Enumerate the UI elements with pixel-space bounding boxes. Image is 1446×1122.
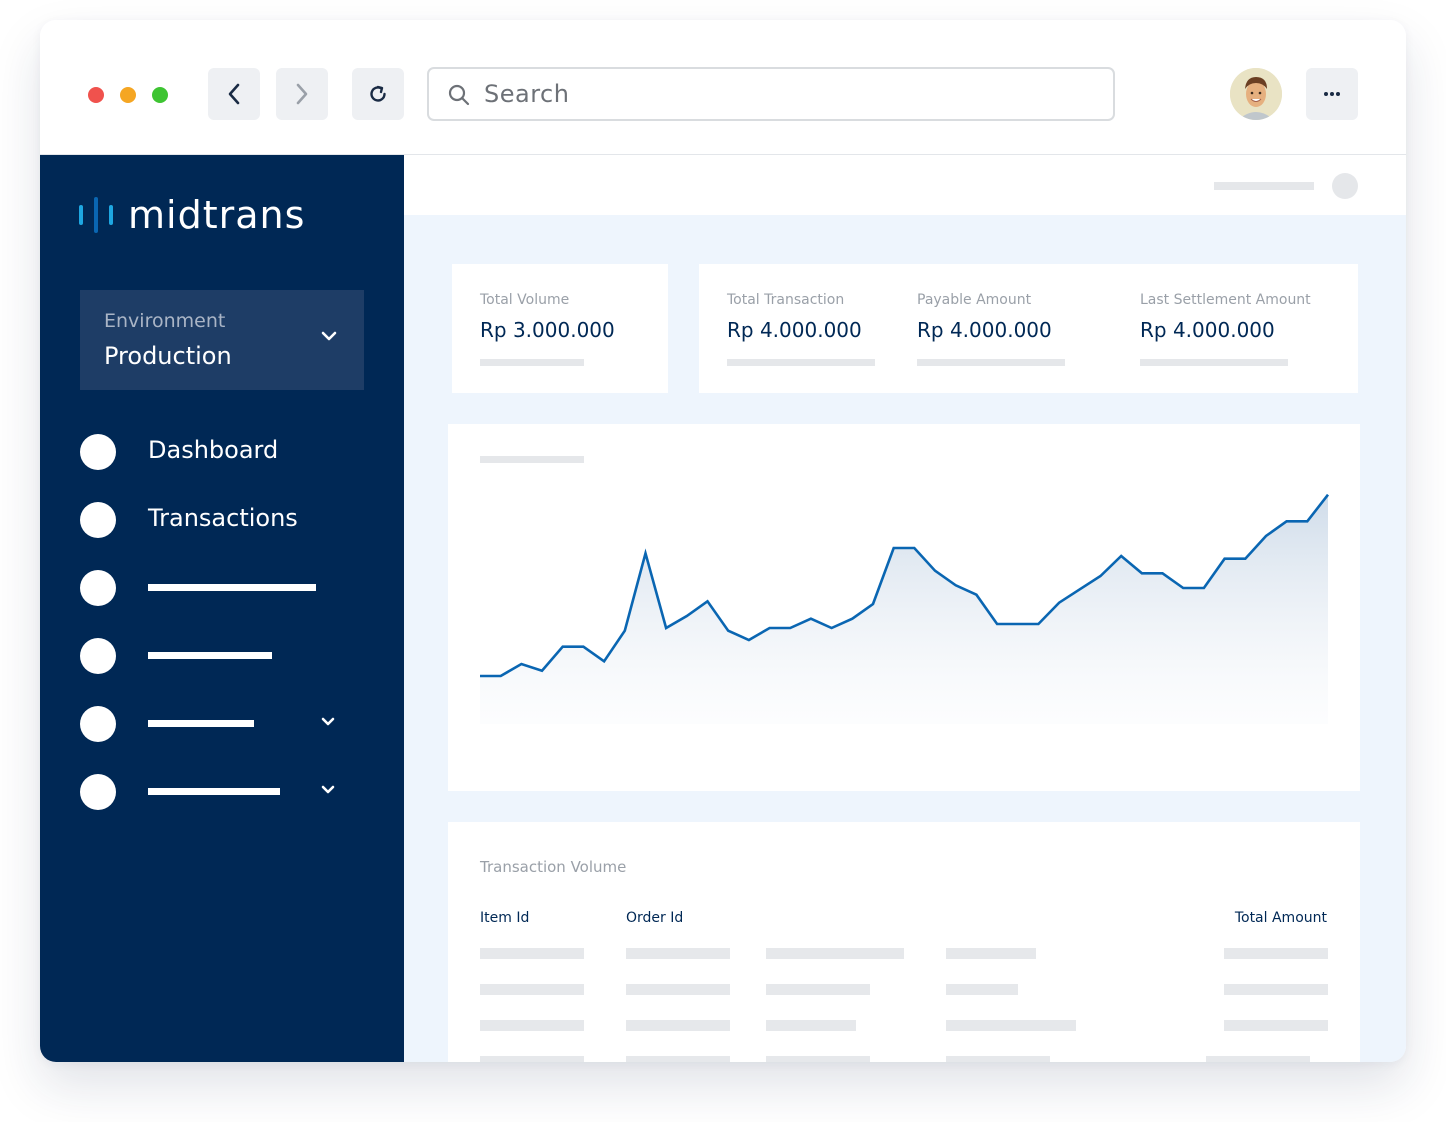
- header-placeholder-circle: [1332, 173, 1358, 199]
- sidebar-item-placeholder[interactable]: [80, 638, 370, 674]
- search-input[interactable]: Search: [427, 67, 1115, 121]
- sidebar-item-label: Dashboard: [148, 436, 279, 464]
- avatar-photo: [1230, 68, 1282, 120]
- cell-placeholder: [626, 948, 730, 959]
- chevron-right-icon: [296, 83, 308, 105]
- cell-placeholder: [766, 984, 870, 995]
- cell-placeholder: [946, 984, 1018, 995]
- column-header-total-amount: Total Amount: [1234, 910, 1327, 926]
- menu-item-icon: [80, 638, 116, 674]
- chevron-left-icon: [228, 83, 240, 105]
- sidebar-item-transactions[interactable]: Transactions: [80, 502, 370, 538]
- stat-value: Rp 4.000.000: [1140, 318, 1275, 342]
- midtrans-logo[interactable]: midtrans: [78, 193, 305, 237]
- cell-placeholder: [626, 984, 730, 995]
- stat-label: Payable Amount: [917, 292, 1032, 308]
- stat-value: Rp 4.000.000: [727, 318, 862, 342]
- column-header-item-id: Item Id: [480, 910, 530, 926]
- transaction-chart: [480, 493, 1330, 724]
- sidebar-item-placeholder-expandable[interactable]: [80, 706, 370, 742]
- cell-placeholder: [946, 1020, 1076, 1031]
- cell-placeholder: [766, 948, 904, 959]
- table-title: Transaction Volume: [480, 858, 627, 876]
- transactions-icon: [80, 502, 116, 538]
- stat-placeholder-bar: [917, 359, 1065, 366]
- content-header: [404, 155, 1406, 215]
- search-placeholder: Search: [484, 80, 570, 108]
- logo-wordmark: midtrans: [128, 193, 306, 237]
- chart-area-fill: [480, 494, 1328, 724]
- cell-placeholder: [626, 1056, 730, 1062]
- close-window-dot[interactable]: [88, 87, 104, 103]
- environment-value: Production: [104, 342, 232, 370]
- menu-item-icon: [80, 706, 116, 742]
- reload-icon: [370, 85, 386, 102]
- sidebar: midtrans Environment Production Dashboar…: [40, 155, 404, 1062]
- chart-series-line: [480, 493, 1330, 678]
- label-placeholder-bar: [148, 788, 280, 795]
- browser-toolbar: Search: [40, 20, 1406, 156]
- cell-placeholder: [480, 984, 584, 995]
- browser-window: Search: [40, 20, 1406, 1062]
- chart-title-placeholder-bar: [480, 456, 584, 463]
- stat-placeholder-bar: [480, 359, 584, 366]
- cell-placeholder: [946, 948, 1036, 959]
- total-volume-card: Total Volume Rp 3.000.000: [452, 264, 668, 393]
- menu-item-icon: [80, 774, 116, 810]
- dashboard-icon: [80, 434, 116, 470]
- column-header-order-id: Order Id: [626, 910, 684, 926]
- header-placeholder-bar: [1214, 182, 1314, 190]
- stat-placeholder-bar: [1140, 359, 1288, 366]
- cell-placeholder: [626, 1020, 730, 1031]
- chart-card: [448, 424, 1360, 791]
- sidebar-item-label: Transactions: [148, 504, 298, 532]
- stat-value: Rp 4.000.000: [917, 318, 1052, 342]
- cell-placeholder: [1224, 948, 1328, 959]
- more-horizontal-icon: [1324, 92, 1340, 96]
- chevron-down-icon: [321, 331, 337, 341]
- search-icon: [448, 84, 470, 106]
- chevron-down-icon: [321, 717, 335, 726]
- cell-placeholder: [766, 1020, 856, 1031]
- cell-placeholder: [1224, 984, 1328, 995]
- midtrans-logo-icon: [79, 197, 113, 233]
- environment-selector[interactable]: Environment Production: [80, 290, 364, 390]
- stat-value: Rp 3.000.000: [480, 318, 615, 342]
- label-placeholder-bar: [148, 720, 254, 727]
- environment-label: Environment: [104, 310, 226, 332]
- back-button[interactable]: [208, 68, 260, 120]
- minimize-window-dot[interactable]: [120, 87, 136, 103]
- chevron-down-icon: [321, 785, 335, 794]
- stat-label: Total Transaction: [727, 292, 845, 308]
- cell-placeholder: [480, 1020, 584, 1031]
- sidebar-item-placeholder-expandable[interactable]: [80, 774, 370, 810]
- main-content: Total Volume Rp 3.000.000 Total Transact…: [404, 155, 1406, 1062]
- cell-placeholder: [480, 1056, 584, 1062]
- summary-card: Total Transaction Rp 4.000.000 Payable A…: [699, 264, 1358, 393]
- menu-item-icon: [80, 570, 116, 606]
- cell-placeholder: [480, 948, 584, 959]
- cell-placeholder: [766, 1056, 870, 1062]
- user-avatar[interactable]: [1230, 68, 1282, 120]
- cell-placeholder: [946, 1056, 1050, 1062]
- stat-label: Last Settlement Amount: [1140, 292, 1311, 308]
- reload-button[interactable]: [352, 68, 404, 120]
- stat-label: Total Volume: [480, 292, 570, 308]
- cell-placeholder: [1206, 1056, 1310, 1062]
- maximize-window-dot[interactable]: [152, 87, 168, 103]
- forward-button[interactable]: [276, 68, 328, 120]
- sidebar-item-placeholder[interactable]: [80, 570, 370, 606]
- label-placeholder-bar: [148, 584, 316, 591]
- more-button[interactable]: [1306, 68, 1358, 120]
- stat-placeholder-bar: [727, 359, 875, 366]
- label-placeholder-bar: [148, 652, 272, 659]
- sidebar-item-dashboard[interactable]: Dashboard: [80, 434, 370, 470]
- transaction-volume-table: Transaction Volume Item Id Order Id Tota…: [448, 822, 1360, 1062]
- cell-placeholder: [1224, 1020, 1328, 1031]
